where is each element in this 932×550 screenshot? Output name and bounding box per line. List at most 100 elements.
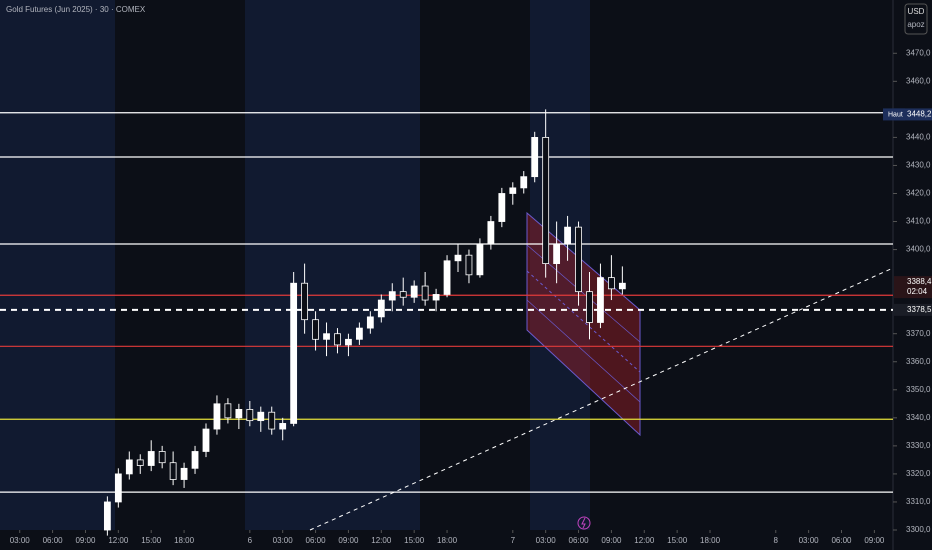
y-tick-label: 3310,0 xyxy=(906,497,931,506)
y-tick-label: 3420,0 xyxy=(906,189,931,198)
x-tick-label: 06:00 xyxy=(831,536,852,545)
candle-body xyxy=(388,291,396,301)
candle-body xyxy=(454,254,462,262)
candle-body xyxy=(531,137,539,178)
session-band xyxy=(0,0,115,530)
price-tag: Haut xyxy=(888,111,903,118)
y-tick-label: 3460,0 xyxy=(906,76,931,85)
candle-body xyxy=(224,403,232,419)
x-tick-label: 15:00 xyxy=(141,536,162,545)
y-tick-label: 3360,0 xyxy=(906,357,931,366)
candle-body xyxy=(476,243,484,276)
candle-body xyxy=(608,277,615,290)
candle-body xyxy=(125,459,133,475)
candle-body xyxy=(553,243,561,264)
x-tick-label: 06:00 xyxy=(569,536,590,545)
candle-body xyxy=(366,316,374,329)
candle-body xyxy=(257,411,265,422)
candle-body xyxy=(355,327,363,340)
x-tick-label: 09:00 xyxy=(601,536,622,545)
candle-body xyxy=(235,409,243,419)
x-tick-label: 06:00 xyxy=(43,536,64,545)
channel-mid xyxy=(526,270,641,373)
candle-body xyxy=(575,226,582,293)
candle-body xyxy=(432,294,440,301)
candle-body xyxy=(399,291,407,298)
x-tick-label: 06:00 xyxy=(306,536,327,545)
x-tick-label: 18:00 xyxy=(437,536,458,545)
candle-body xyxy=(443,260,451,295)
candle-body xyxy=(191,451,199,469)
candle-body xyxy=(158,451,166,464)
y-tick-label: 3350,0 xyxy=(906,385,931,394)
x-tick-label: 09:00 xyxy=(864,536,885,545)
y-tick-label: 3430,0 xyxy=(906,161,931,170)
price-tag-box xyxy=(883,108,905,121)
x-tick-label: 15:00 xyxy=(667,536,688,545)
candle-body xyxy=(213,403,221,430)
x-tick-label: 6 xyxy=(248,536,253,545)
candle-body xyxy=(509,187,517,194)
candle-body xyxy=(312,319,319,340)
price-label-box xyxy=(894,276,932,299)
x-tick-label: 03:00 xyxy=(10,536,31,545)
candle-body xyxy=(520,176,528,189)
candle-body xyxy=(114,473,122,503)
y-tick-label: 3300,0 xyxy=(906,525,931,534)
x-tick-label: 7 xyxy=(511,536,516,545)
candle-body xyxy=(323,333,330,340)
candle-body xyxy=(542,137,550,264)
candle-body xyxy=(103,501,111,531)
y-tick-label: 3320,0 xyxy=(906,469,931,478)
price-timer: 02:04 xyxy=(907,287,928,296)
x-tick-label: 03:00 xyxy=(536,536,557,545)
candle-body xyxy=(202,428,210,452)
trend-line xyxy=(309,267,894,531)
currency[interactable]: USD xyxy=(908,7,925,16)
candle-body xyxy=(334,333,341,346)
scale-label[interactable]: apoz xyxy=(907,20,924,29)
x-tick-label: 8 xyxy=(774,536,779,545)
y-tick-label: 3470,0 xyxy=(906,48,931,57)
price-label-box xyxy=(894,303,932,316)
candle-body xyxy=(465,254,473,276)
candle-body xyxy=(147,451,155,466)
candle-body xyxy=(180,467,188,480)
candle-body xyxy=(279,423,287,430)
event-icon-bolt xyxy=(581,517,586,529)
candle-body xyxy=(487,221,495,245)
price-label: 3448,2 xyxy=(907,110,932,119)
candle-body xyxy=(345,338,352,346)
x-tick-label: 09:00 xyxy=(75,536,96,545)
candle-body xyxy=(586,291,593,323)
candle-body xyxy=(618,282,626,290)
session-band xyxy=(245,0,420,530)
candle-body xyxy=(301,282,309,321)
y-tick-label: 3440,0 xyxy=(906,133,931,142)
currency-box[interactable] xyxy=(904,3,928,35)
candle-body xyxy=(597,277,604,323)
y-tick-label: 3330,0 xyxy=(906,441,931,450)
y-tick-label: 3370,0 xyxy=(906,329,931,338)
event-icon[interactable] xyxy=(577,516,591,530)
candle-body xyxy=(136,459,144,466)
candle-body xyxy=(246,409,254,422)
x-tick-label: 18:00 xyxy=(174,536,195,545)
candle-body xyxy=(169,462,177,480)
y-tick-label: 3400,0 xyxy=(906,245,931,254)
x-tick-label: 12:00 xyxy=(108,536,129,545)
candle-body xyxy=(268,411,276,430)
y-tick-label: 3410,0 xyxy=(906,217,931,226)
x-tick-label: 12:00 xyxy=(371,536,392,545)
channel-line xyxy=(526,299,641,403)
x-tick-label: 03:00 xyxy=(273,536,294,545)
candle-body xyxy=(410,285,418,298)
candle-body xyxy=(290,282,298,424)
x-tick-label: 12:00 xyxy=(634,536,655,545)
x-tick-label: 15:00 xyxy=(404,536,425,545)
x-tick-label: 18:00 xyxy=(700,536,721,545)
candle-body xyxy=(377,299,385,318)
y-tick-label: 3340,0 xyxy=(906,413,931,422)
candle-body xyxy=(498,193,506,222)
